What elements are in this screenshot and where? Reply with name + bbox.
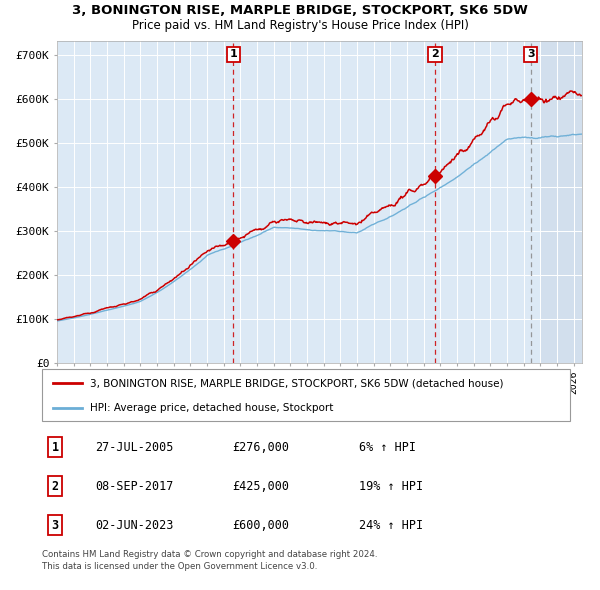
Text: Contains HM Land Registry data © Crown copyright and database right 2024.
This d: Contains HM Land Registry data © Crown c… <box>42 550 377 571</box>
Text: 27-JUL-2005: 27-JUL-2005 <box>95 441 173 454</box>
Text: 08-SEP-2017: 08-SEP-2017 <box>95 480 173 493</box>
Bar <box>541 41 582 363</box>
Text: £600,000: £600,000 <box>232 519 289 532</box>
Text: 19% ↑ HPI: 19% ↑ HPI <box>359 480 423 493</box>
Text: HPI: Average price, detached house, Stockport: HPI: Average price, detached house, Stoc… <box>89 403 333 412</box>
Text: 1: 1 <box>52 441 59 454</box>
Text: £276,000: £276,000 <box>232 441 289 454</box>
Text: 3, BONINGTON RISE, MARPLE BRIDGE, STOCKPORT, SK6 5DW (detached house): 3, BONINGTON RISE, MARPLE BRIDGE, STOCKP… <box>89 378 503 388</box>
Text: 2: 2 <box>431 50 439 60</box>
Text: £425,000: £425,000 <box>232 480 289 493</box>
Text: 6% ↑ HPI: 6% ↑ HPI <box>359 441 416 454</box>
Text: 3, BONINGTON RISE, MARPLE BRIDGE, STOCKPORT, SK6 5DW: 3, BONINGTON RISE, MARPLE BRIDGE, STOCKP… <box>72 4 528 17</box>
Text: 2: 2 <box>52 480 59 493</box>
Text: 3: 3 <box>527 50 535 60</box>
Text: 02-JUN-2023: 02-JUN-2023 <box>95 519 173 532</box>
Text: 1: 1 <box>229 50 237 60</box>
Text: 3: 3 <box>52 519 59 532</box>
Text: Price paid vs. HM Land Registry's House Price Index (HPI): Price paid vs. HM Land Registry's House … <box>131 19 469 32</box>
Bar <box>541 41 582 363</box>
Text: 24% ↑ HPI: 24% ↑ HPI <box>359 519 423 532</box>
